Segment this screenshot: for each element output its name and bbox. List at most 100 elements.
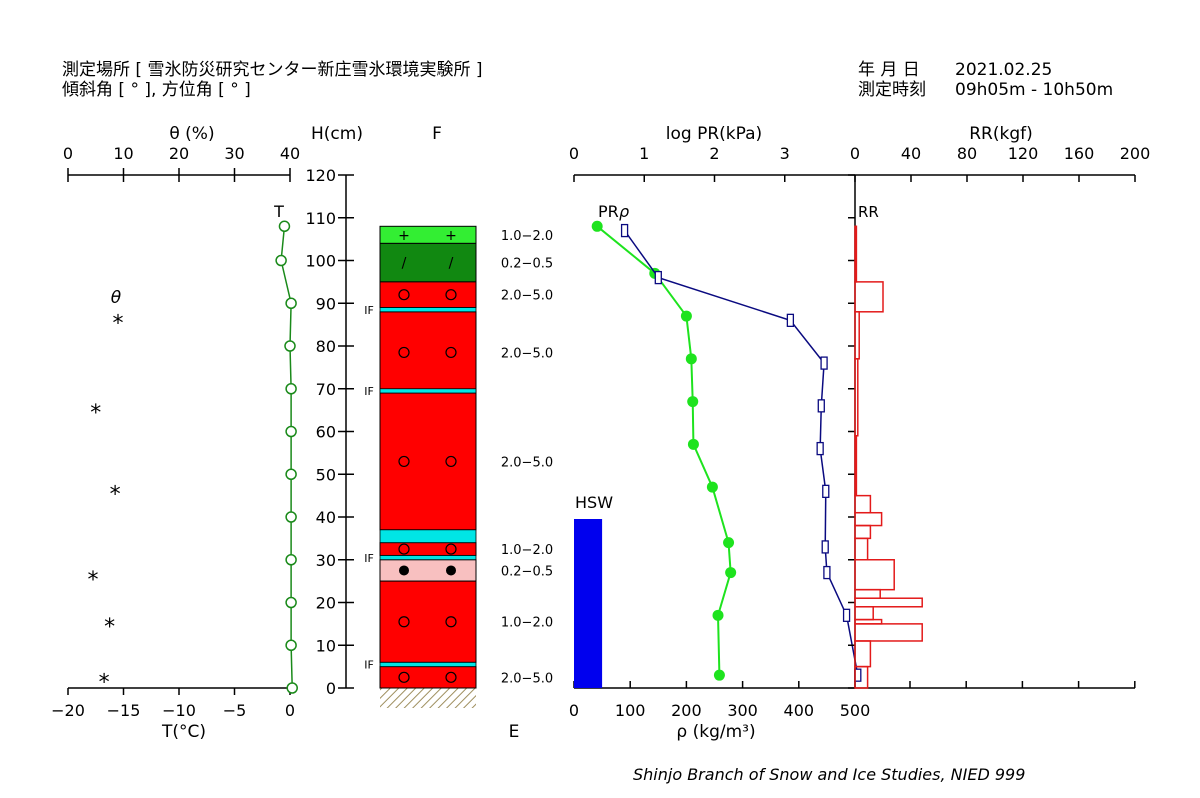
height-tick-label: 80 (316, 337, 336, 356)
density-tick-label: 500 (840, 701, 871, 720)
temperature-point (284, 340, 296, 352)
temp-bottom-tick-label: −15 (107, 701, 141, 720)
grain-symbol-rounded (398, 346, 410, 359)
height-tick-label: 10 (316, 636, 336, 655)
grain-symbol-rounded (398, 289, 410, 301)
grain-size-label: 0.2−0.5 (501, 564, 553, 579)
rr-bar (854, 494, 872, 514)
theta-point: * (104, 615, 115, 640)
ice-layer-label: IF (364, 552, 374, 565)
pr-point (687, 396, 699, 408)
temperature-point (285, 468, 297, 480)
credit-text: Shinjo Branch of Snow and Ice Studies, N… (633, 765, 1026, 784)
height-tick-label: 50 (316, 465, 336, 484)
rr-top-tick-label: 160 (1064, 144, 1095, 163)
grain-size-label: 1.0−2.0 (501, 229, 553, 244)
height-tick-label: 20 (316, 594, 336, 613)
layer-rounded (379, 666, 477, 689)
rr-top-tick-label: 0 (850, 144, 860, 163)
grain-size-label: 0.2−0.5 (501, 257, 553, 272)
temperature-point (285, 554, 297, 566)
grain-size-label: 1.0−2.0 (501, 616, 553, 631)
site-label: 測定場所 [ 雪氷防災研究センター新庄雪氷環境実験所 ] (62, 60, 483, 80)
layer-rounded (379, 542, 477, 556)
theta-point: * (87, 568, 98, 593)
height-tick-label: 30 (316, 551, 336, 570)
ice-layer (379, 661, 477, 668)
rr-top-tick-label: 40 (901, 144, 921, 163)
temperature-line (280, 226, 293, 689)
pr-point (725, 567, 737, 579)
temp-bottom-tick-label: −20 (51, 701, 85, 720)
grain-symbol-rounded (445, 346, 457, 359)
grain-symbol-rounded (445, 616, 457, 628)
density-point (842, 608, 851, 622)
pr-point (687, 438, 699, 450)
ice-layer-label: IF (364, 304, 374, 317)
rr-axis-title: RR(kgf) (969, 124, 1033, 144)
rr-bar (854, 511, 883, 527)
height-tick-label: 90 (316, 294, 336, 313)
layer-fragments (379, 242, 477, 283)
pr-point (680, 310, 692, 322)
density-series-label: ρ (619, 202, 629, 221)
ice-layer (379, 555, 477, 561)
pr-line (596, 225, 732, 676)
grain-symbol-melt (399, 565, 409, 576)
grain-symbol: / (449, 256, 454, 272)
temperature-point (286, 682, 298, 694)
temp-bottom-tick-label: 0 (285, 701, 295, 720)
temperature-point (285, 383, 297, 395)
hsw-label: HSW (575, 493, 613, 512)
theta-series-label: θ (111, 288, 122, 308)
time-label: 測定時刻 (858, 80, 926, 100)
rr-series-label: RR (858, 203, 879, 221)
pr-series-label: PR (598, 202, 619, 221)
theta-point: * (110, 482, 121, 507)
pr-point (723, 537, 735, 549)
grain-symbol: + (398, 228, 410, 244)
rr-bar (854, 665, 869, 689)
rr-top-tick-label: 120 (1008, 144, 1039, 163)
grain-symbol-rounded (398, 616, 410, 628)
pr-point (706, 481, 718, 493)
height-tick-label: 60 (316, 423, 336, 442)
height-tick-label: 0 (326, 679, 336, 698)
grain-symbol-rounded (445, 543, 457, 555)
density-point (822, 484, 830, 499)
pr-point (712, 609, 724, 621)
layer-rounded (379, 580, 477, 663)
temperature-point (285, 425, 297, 438)
rr-bar (854, 559, 895, 591)
temp-axis-title: T(°C) (161, 722, 206, 742)
density-point (654, 270, 662, 285)
grain-symbol: + (445, 228, 457, 244)
time-value: 09h05m - 10h50m (955, 80, 1114, 100)
rr-bar (854, 537, 869, 561)
stratigraphy-panel: 0 10 20 30 40 50 60 70 80 90 100 110 120 H(cm) F E + +1.0… (305, 124, 553, 742)
density-point (823, 565, 831, 580)
pr-top-tick-label: 3 (780, 144, 790, 163)
density-tick-label: 300 (727, 701, 758, 720)
ram-resistance-panel: 0 40 80 120 160 200 RR(kgf) RR (848, 124, 1150, 689)
theta-top-tick-label: 10 (113, 144, 133, 163)
pr-top-tick-label: 2 (709, 144, 719, 163)
hsw-bar (574, 519, 603, 688)
ice-layer (379, 307, 477, 313)
height-tick-label: 110 (305, 209, 336, 228)
grain-size-label: 2.0−5.0 (501, 455, 553, 470)
height-tick-label: 70 (316, 380, 336, 399)
rr-bar (854, 225, 858, 283)
grain-symbol-rounded (445, 289, 457, 301)
theta-top-tick-label: 30 (224, 144, 244, 163)
angle-label: 傾斜角 [ ° ], 方位角 [ ° ] (62, 80, 251, 100)
ground-hatch (380, 688, 476, 708)
pr-point (685, 353, 697, 365)
grain-symbol-rounded (398, 671, 410, 683)
rr-bar (854, 281, 884, 313)
density-tick-label: 0 (569, 701, 579, 720)
temperature-point (275, 254, 287, 267)
